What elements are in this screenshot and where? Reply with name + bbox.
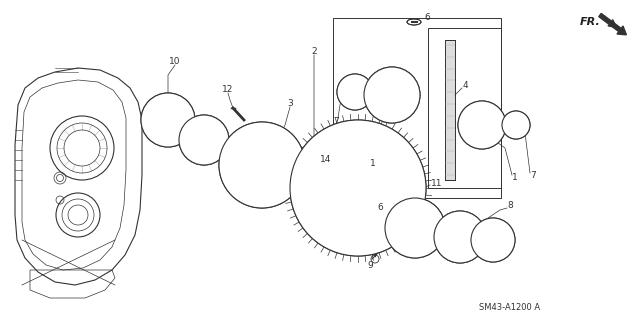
FancyArrow shape: [599, 13, 627, 35]
Text: 7: 7: [333, 116, 339, 125]
Circle shape: [458, 101, 506, 149]
Bar: [428, 28, 501, 188]
Text: 4: 4: [462, 81, 468, 91]
Text: 1: 1: [512, 173, 518, 182]
Text: 2: 2: [311, 48, 317, 56]
Text: 12: 12: [222, 85, 234, 94]
Text: FR.: FR.: [580, 17, 600, 27]
Circle shape: [179, 115, 229, 165]
Bar: [445, 40, 455, 180]
Circle shape: [337, 74, 373, 110]
Text: 14: 14: [320, 155, 332, 165]
Text: 9: 9: [367, 261, 373, 270]
Text: 7: 7: [530, 170, 536, 180]
Circle shape: [364, 67, 420, 123]
Circle shape: [471, 218, 515, 262]
Circle shape: [434, 211, 486, 263]
Text: SM43-A1200 A: SM43-A1200 A: [479, 303, 541, 313]
Text: 10: 10: [169, 57, 180, 66]
Bar: [333, 18, 501, 198]
Text: 6: 6: [377, 203, 383, 211]
Text: 3: 3: [287, 100, 293, 108]
Ellipse shape: [407, 19, 421, 25]
Circle shape: [290, 120, 426, 256]
Circle shape: [141, 93, 195, 147]
Text: 1: 1: [370, 159, 376, 167]
Ellipse shape: [387, 203, 399, 207]
Text: 11: 11: [431, 180, 443, 189]
Circle shape: [219, 122, 305, 208]
Circle shape: [385, 198, 445, 258]
Circle shape: [502, 111, 530, 139]
Text: 8: 8: [507, 202, 513, 211]
Circle shape: [179, 130, 182, 133]
Text: 6: 6: [424, 13, 430, 23]
